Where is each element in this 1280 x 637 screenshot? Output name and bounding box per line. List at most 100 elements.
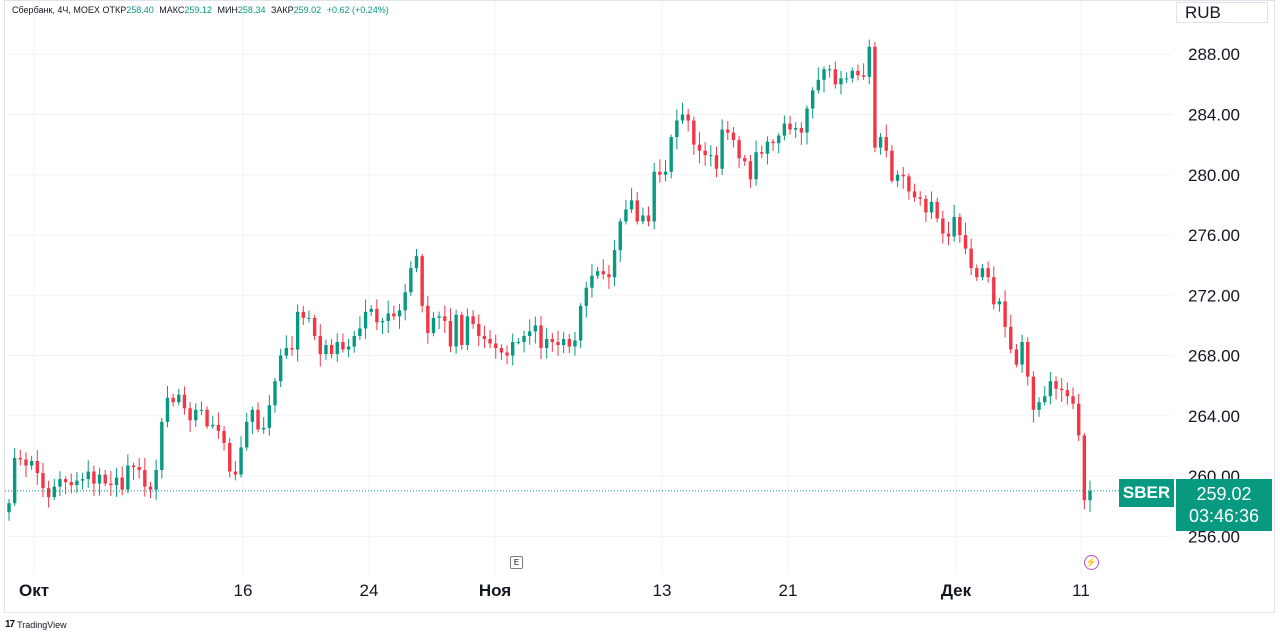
tradingview-logo[interactable]: 17 TradingView xyxy=(5,619,67,630)
candle-body xyxy=(80,479,85,481)
currency-selector[interactable]: RUB xyxy=(1176,2,1268,23)
candle xyxy=(997,297,1002,312)
candle xyxy=(301,305,306,326)
candle-body xyxy=(641,215,645,222)
x-tick-label: 13 xyxy=(653,581,672,600)
candle xyxy=(760,145,764,159)
candle xyxy=(675,109,679,150)
y-tick-label: 280.00 xyxy=(1188,166,1240,185)
candle-body xyxy=(250,409,255,422)
candle xyxy=(358,316,362,340)
candle-body xyxy=(160,421,164,471)
candle xyxy=(52,478,56,501)
candle xyxy=(1009,314,1013,354)
candle-body xyxy=(126,465,130,490)
candle-body xyxy=(267,405,272,428)
candle xyxy=(975,264,979,281)
candle-body xyxy=(18,457,23,460)
candle xyxy=(573,332,577,356)
candle xyxy=(29,455,34,470)
chart-legend: Сбербанк, 4Ч, MOEX ОТКР258.40 МАКС259.12… xyxy=(12,5,392,15)
candle xyxy=(245,412,249,451)
candle xyxy=(884,124,888,158)
candle-body xyxy=(194,409,198,421)
candle-body xyxy=(918,197,922,199)
candle xyxy=(567,333,572,353)
candle xyxy=(1065,382,1070,405)
chart-frame[interactable] xyxy=(4,0,1275,613)
candle xyxy=(12,447,17,506)
candle-body xyxy=(143,470,147,487)
candle xyxy=(788,115,792,135)
candle-body xyxy=(312,317,317,336)
candle xyxy=(86,460,90,488)
candle-body xyxy=(777,135,781,144)
candle-body xyxy=(929,201,934,213)
candle-body xyxy=(963,235,968,249)
candle xyxy=(709,145,713,167)
candle xyxy=(494,334,498,359)
candle xyxy=(516,337,521,345)
candle-body xyxy=(958,216,962,236)
x-tick-label: 21 xyxy=(779,581,798,600)
x-tick-label: 11 xyxy=(1072,581,1090,600)
candle xyxy=(556,330,560,356)
candle xyxy=(278,348,283,388)
candle-body xyxy=(148,486,153,490)
candle xyxy=(414,248,419,273)
candle xyxy=(992,266,996,310)
candle-body xyxy=(584,287,588,306)
candle xyxy=(799,122,804,145)
candle-body xyxy=(52,486,56,498)
candle xyxy=(182,386,187,415)
high-label: МАКС xyxy=(159,5,185,15)
candle xyxy=(199,401,204,416)
candle-body xyxy=(335,341,339,355)
earnings-e-icon[interactable]: E xyxy=(510,556,523,569)
candle xyxy=(7,499,11,521)
candle xyxy=(58,471,62,496)
candle-body xyxy=(861,75,866,77)
candle-body xyxy=(799,128,804,133)
candle xyxy=(873,42,877,153)
candle-body xyxy=(295,311,300,350)
candle-body xyxy=(245,421,249,448)
candle-body xyxy=(392,313,396,317)
candle xyxy=(697,131,702,164)
candle xyxy=(437,311,441,330)
candle xyxy=(703,142,707,166)
candle-body xyxy=(1088,491,1092,501)
candle xyxy=(1076,393,1081,442)
candle-body xyxy=(516,341,521,343)
candlestick-chart[interactable]: 256.00260.00264.00268.00272.00276.00280.… xyxy=(0,0,1280,613)
candle xyxy=(629,188,634,214)
candle-body xyxy=(1037,402,1041,410)
candle xyxy=(584,281,588,318)
candle xyxy=(624,200,628,225)
candle-body xyxy=(414,256,419,269)
candle xyxy=(748,154,753,188)
candle-body xyxy=(522,335,526,342)
candle xyxy=(318,324,322,367)
candle xyxy=(1088,480,1092,512)
candle xyxy=(454,309,458,354)
candle xyxy=(1031,371,1036,423)
candle xyxy=(511,333,515,366)
candle-body xyxy=(239,447,243,475)
candle-body xyxy=(692,120,696,145)
candle xyxy=(97,467,102,496)
candle xyxy=(329,339,334,359)
candle xyxy=(963,222,968,255)
candle xyxy=(1003,290,1007,338)
candle-body xyxy=(380,320,385,323)
candle-body xyxy=(397,310,402,317)
candle-body xyxy=(669,137,673,172)
candle xyxy=(222,425,226,451)
branding-text: TradingView xyxy=(17,619,67,630)
candle xyxy=(658,159,662,183)
candle xyxy=(946,221,951,246)
candle xyxy=(612,239,617,287)
candle-body xyxy=(924,198,928,213)
candle xyxy=(239,436,243,478)
flash-icon[interactable]: ⚡ xyxy=(1084,555,1099,570)
